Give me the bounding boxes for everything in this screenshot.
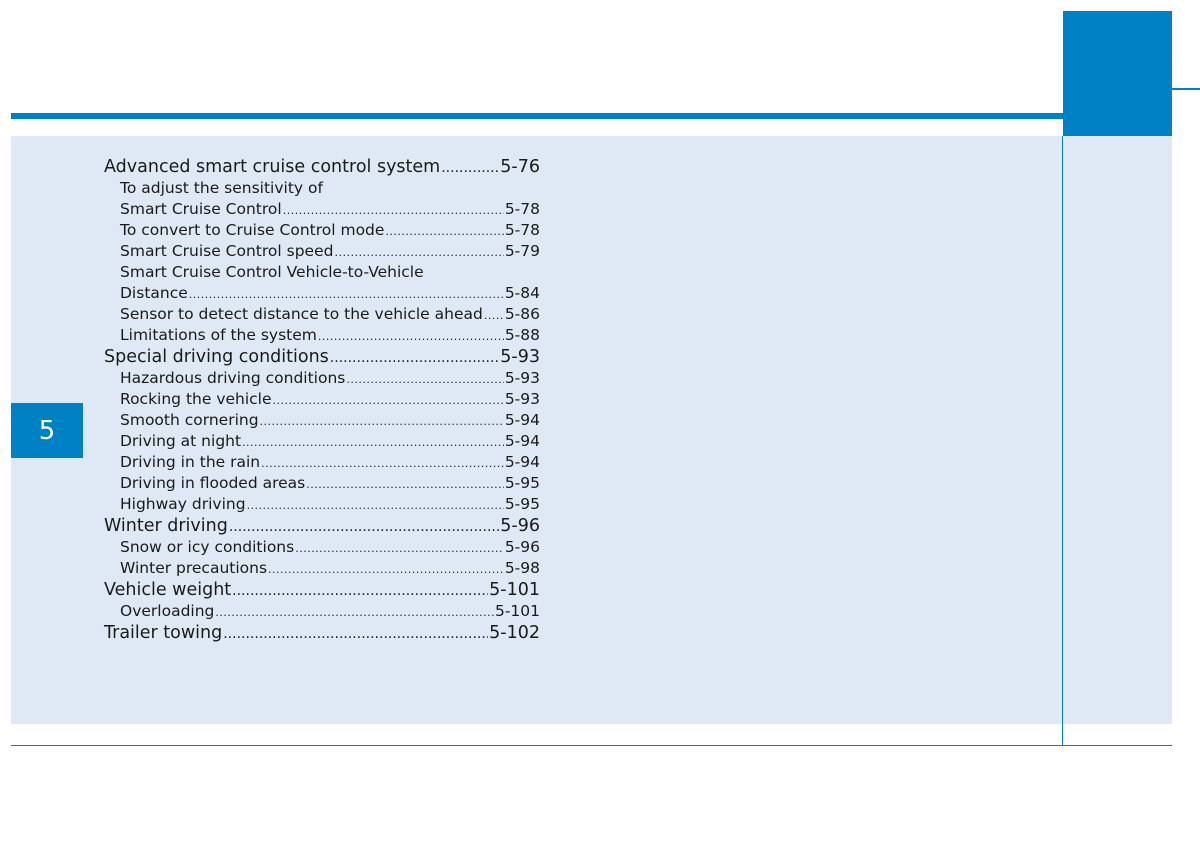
toc-subsection-entry[interactable]: To convert to Cruise Control mode.......… — [104, 220, 540, 241]
toc-entry-title: Snow or icy conditions — [120, 538, 295, 556]
toc-page-number: 5-95 — [504, 495, 540, 513]
toc-dot-leader: ........................................… — [232, 583, 488, 599]
toc-section-entry[interactable]: Vehicle weight..........................… — [104, 579, 540, 601]
footer-rule — [11, 745, 1172, 746]
toc-dot-leader: ........................................… — [329, 350, 499, 366]
toc-dot-leader: ........................................… — [282, 204, 504, 217]
toc-entry-title: Rocking the vehicle — [120, 390, 272, 408]
toc-page-number: 5-86 — [504, 305, 540, 323]
toc-entry-title: Vehicle weight — [104, 580, 232, 600]
toc-dot-leader: ........................................… — [261, 457, 504, 470]
toc-page-number: 5-93 — [500, 347, 540, 367]
toc-entry-title: Special driving conditions — [104, 347, 329, 367]
toc-subsection-entry[interactable]: Smooth cornering........................… — [104, 410, 540, 431]
toc-dot-leader: ........................................… — [188, 288, 504, 301]
toc-page-number: 5-96 — [504, 538, 540, 556]
chapter-number: 5 — [38, 415, 56, 446]
toc-page-number: 5-76 — [500, 157, 540, 177]
toc-entry-title: Trailer towing — [104, 623, 223, 643]
toc-entry-title: Smart Cruise Control — [120, 200, 282, 218]
toc-subsection-entry[interactable]: Driving in the rain.....................… — [104, 452, 540, 473]
toc-dot-leader: ........................................… — [268, 563, 504, 576]
toc-page-number: 5-95 — [504, 474, 540, 492]
toc-page-number: 5-94 — [504, 453, 540, 471]
toc-dot-leader: ........................................… — [223, 626, 488, 642]
toc-entry-title: To convert to Cruise Control mode — [120, 221, 385, 239]
toc-entry-title: Advanced smart cruise control system — [104, 157, 441, 177]
toc-subsection-entry[interactable]: Hazardous driving conditions............… — [104, 368, 540, 389]
toc-page-number: 5-96 — [500, 516, 540, 536]
toc-subsection-entry[interactable]: Rocking the vehicle.....................… — [104, 389, 540, 410]
toc-subsection-entry[interactable]: Smart Cruise Control speed..............… — [104, 241, 540, 262]
toc-page-number: 5-101 — [489, 580, 540, 600]
toc-entry-title: Smart Cruise Control speed — [120, 242, 334, 260]
toc-subsection-entry[interactable]: Distance................................… — [104, 283, 540, 304]
toc-page-number: 5-88 — [504, 326, 540, 344]
toc-dot-leader: ........................................… — [259, 415, 504, 428]
toc-subsection-entry[interactable]: Overloading.............................… — [104, 601, 540, 622]
toc-page-number: 5-79 — [504, 242, 540, 260]
toc-entry-title: Smooth cornering — [120, 411, 259, 429]
toc-dot-leader: ........................................… — [295, 542, 504, 555]
toc-section-entry[interactable]: Special driving conditions..............… — [104, 346, 540, 368]
chapter-corner-block — [1063, 11, 1172, 136]
toc-entry-title: Sensor to detect distance to the vehicle… — [120, 305, 483, 323]
contents-panel — [11, 136, 1172, 724]
toc-subsection-entry[interactable]: Driving in flooded areas................… — [104, 473, 540, 494]
toc-entry-title: Driving in the rain — [120, 453, 261, 471]
toc-entry-title: Winter driving — [104, 516, 228, 536]
header-rule — [11, 113, 1063, 119]
toc-page-number: 5-94 — [504, 432, 540, 450]
toc-page-number: 5-78 — [504, 221, 540, 239]
toc-dot-leader: ........................................… — [242, 436, 504, 449]
toc-dot-leader: ........................................… — [317, 330, 504, 343]
toc-entry-title: Distance — [120, 284, 188, 302]
toc-section-entry[interactable]: Trailer towing..........................… — [104, 622, 540, 644]
toc-entry-title: Driving at night — [120, 432, 242, 450]
toc-entry-title: Driving in flooded areas — [120, 474, 306, 492]
toc-dot-leader: ........................................… — [306, 478, 504, 491]
toc-dot-leader: ........................................… — [483, 309, 504, 322]
toc-dot-leader: ........................................… — [346, 373, 503, 386]
toc-dot-leader: ........................................… — [441, 160, 500, 176]
toc-subsection-entry[interactable]: Limitations of the system...............… — [104, 325, 540, 346]
toc-entry-title: Highway driving — [120, 495, 246, 513]
corner-tick-line — [1172, 88, 1200, 90]
toc-page-number: 5-102 — [489, 623, 540, 643]
toc-page-number: 5-98 — [504, 559, 540, 577]
toc-dot-leader: ........................................… — [215, 606, 494, 619]
toc-subsection-entry[interactable]: Driving at night........................… — [104, 431, 540, 452]
toc-entry-title: Smart Cruise Control Vehicle-to-Vehicle — [120, 263, 424, 281]
toc-subsection-entry: To adjust the sensitivity of — [104, 178, 540, 199]
toc-entry-title: Limitations of the system — [120, 326, 317, 344]
toc-page-number: 5-93 — [504, 390, 540, 408]
toc-page-number: 5-78 — [504, 200, 540, 218]
toc-dot-leader: ........................................… — [272, 394, 504, 407]
toc-subsection-entry[interactable]: Sensor to detect distance to the vehicle… — [104, 304, 540, 325]
toc-page-number: 5-101 — [494, 602, 540, 620]
toc-dot-leader: ........................................… — [334, 246, 503, 259]
toc-entry-title: To adjust the sensitivity of — [120, 179, 323, 197]
table-of-contents: Advanced smart cruise control system....… — [104, 156, 540, 644]
toc-page-number: 5-94 — [504, 411, 540, 429]
toc-dot-leader: ........................................… — [385, 225, 503, 238]
toc-subsection-entry[interactable]: Winter precautions......................… — [104, 558, 540, 579]
toc-subsection-entry[interactable]: Smart Cruise Control....................… — [104, 199, 540, 220]
toc-dot-leader: ........................................… — [246, 499, 504, 512]
toc-section-entry[interactable]: Advanced smart cruise control system....… — [104, 156, 540, 178]
toc-section-entry[interactable]: Winter driving..........................… — [104, 515, 540, 537]
toc-entry-title: Overloading — [120, 602, 215, 620]
toc-subsection-entry[interactable]: Highway driving.........................… — [104, 494, 540, 515]
toc-subsection-entry: Smart Cruise Control Vehicle-to-Vehicle — [104, 262, 540, 283]
toc-page-number: 5-93 — [504, 369, 540, 387]
toc-page-number: 5-84 — [504, 284, 540, 302]
chapter-tab[interactable]: 5 — [11, 403, 83, 458]
toc-dot-leader: ........................................… — [228, 519, 499, 535]
margin-divider-line — [1062, 136, 1063, 746]
toc-entry-title: Winter precautions — [120, 559, 268, 577]
toc-subsection-entry[interactable]: Snow or icy conditions..................… — [104, 537, 540, 558]
toc-entry-title: Hazardous driving conditions — [120, 369, 346, 387]
